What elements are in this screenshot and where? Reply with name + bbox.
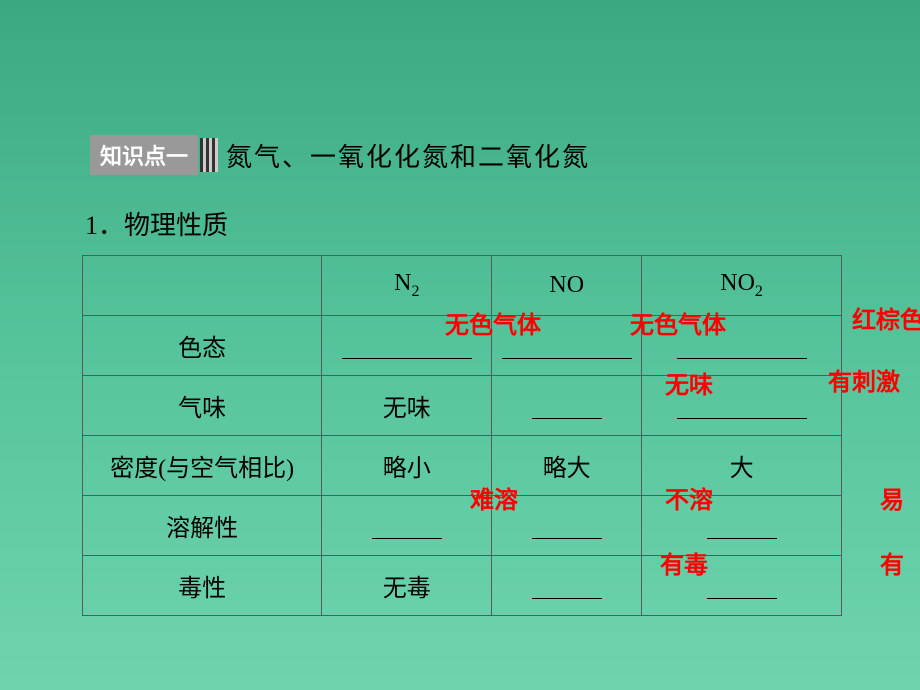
- cell-blank: [492, 376, 642, 436]
- row-label: 密度(与空气相比): [83, 436, 322, 496]
- header-title: 氮气、一氧化化氮和二氧化氮: [226, 137, 590, 174]
- row-label: 溶解性: [83, 496, 322, 556]
- cell-blank: [492, 556, 642, 616]
- knowledge-point-header: 知识点一 氮气、一氧化化氮和二氧化氮: [90, 135, 590, 175]
- col-header-empty: [83, 256, 322, 316]
- annotation-toxicity-no2: 有: [880, 545, 904, 580]
- table-row: 密度(与空气相比) 略小 略大 大: [83, 436, 842, 496]
- cell-blank: [322, 496, 492, 556]
- table-row: 气味 无味: [83, 376, 842, 436]
- cell-value: 无味: [322, 376, 492, 436]
- annotation-smell-no: 无味: [665, 365, 713, 400]
- row-label: 毒性: [83, 556, 322, 616]
- cell-value: 无毒: [322, 556, 492, 616]
- knowledge-badge: 知识点一: [90, 135, 198, 175]
- row-label: 气味: [83, 376, 322, 436]
- annotation-color-no2: 红棕色: [852, 300, 920, 335]
- annotation-color-no: 无色气体: [630, 305, 726, 340]
- table-row: 溶解性: [83, 496, 842, 556]
- annotation-color-n2: 无色气体: [445, 305, 541, 340]
- table-row: 毒性 无毒: [83, 556, 842, 616]
- annotation-solubility-n2: 难溶: [470, 480, 518, 515]
- annotation-smell-no2: 有刺激: [828, 362, 900, 397]
- row-label: 色态: [83, 316, 322, 376]
- stripe-decoration: [200, 138, 218, 172]
- annotation-solubility-no: 不溶: [665, 480, 713, 515]
- annotation-toxicity-no: 有毒: [660, 545, 708, 580]
- annotation-solubility-no2: 易: [880, 480, 904, 515]
- section-title: 1．物理性质: [85, 205, 228, 242]
- cell-value: 略小: [322, 436, 492, 496]
